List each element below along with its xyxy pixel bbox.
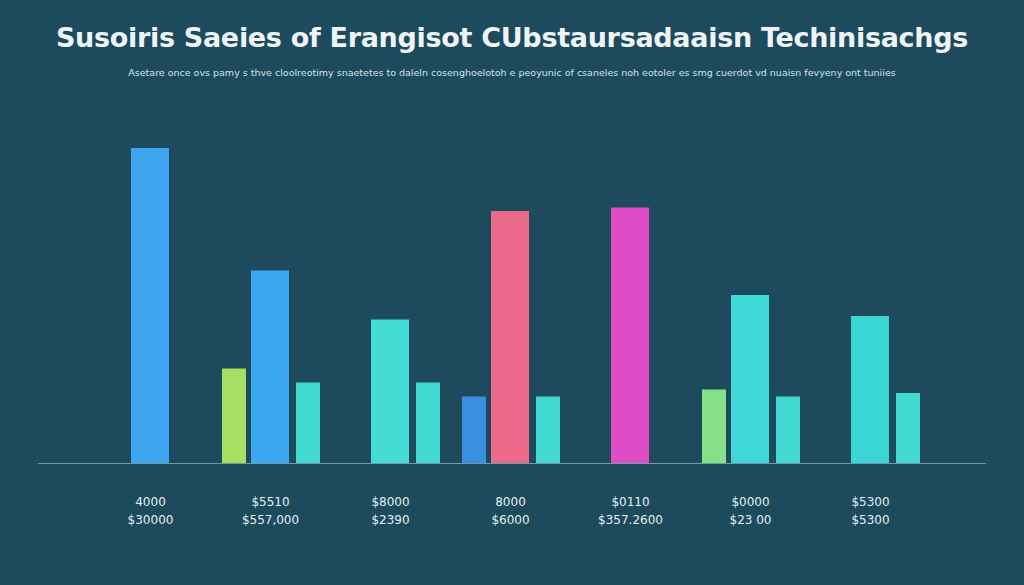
html-text:Asetare once ovs pamy s thve c: Asetare once ovs pamy s thve cloolreotim… <box>128 67 896 78</box>
svg-text:$8000$2390: $8000$2390 <box>371 495 409 527</box>
svg-text:4000$30000: 4000$30000 <box>128 495 174 527</box>
svg-text:$5300$5300: $5300$5300 <box>851 495 889 527</box>
svg-text:$5510$557,000: $5510$557,000 <box>242 495 299 527</box>
svg-text:8000$6000: 8000$6000 <box>491 495 529 527</box>
svg-text:$0000$23 00: $0000$23 00 <box>730 495 772 527</box>
html-text:Susoiris Saeies of Erangisot C: Susoiris Saeies of Erangisot CUbstaursad… <box>55 22 969 53</box>
svg-text:$0110$357.2600: $0110$357.2600 <box>598 495 663 527</box>
